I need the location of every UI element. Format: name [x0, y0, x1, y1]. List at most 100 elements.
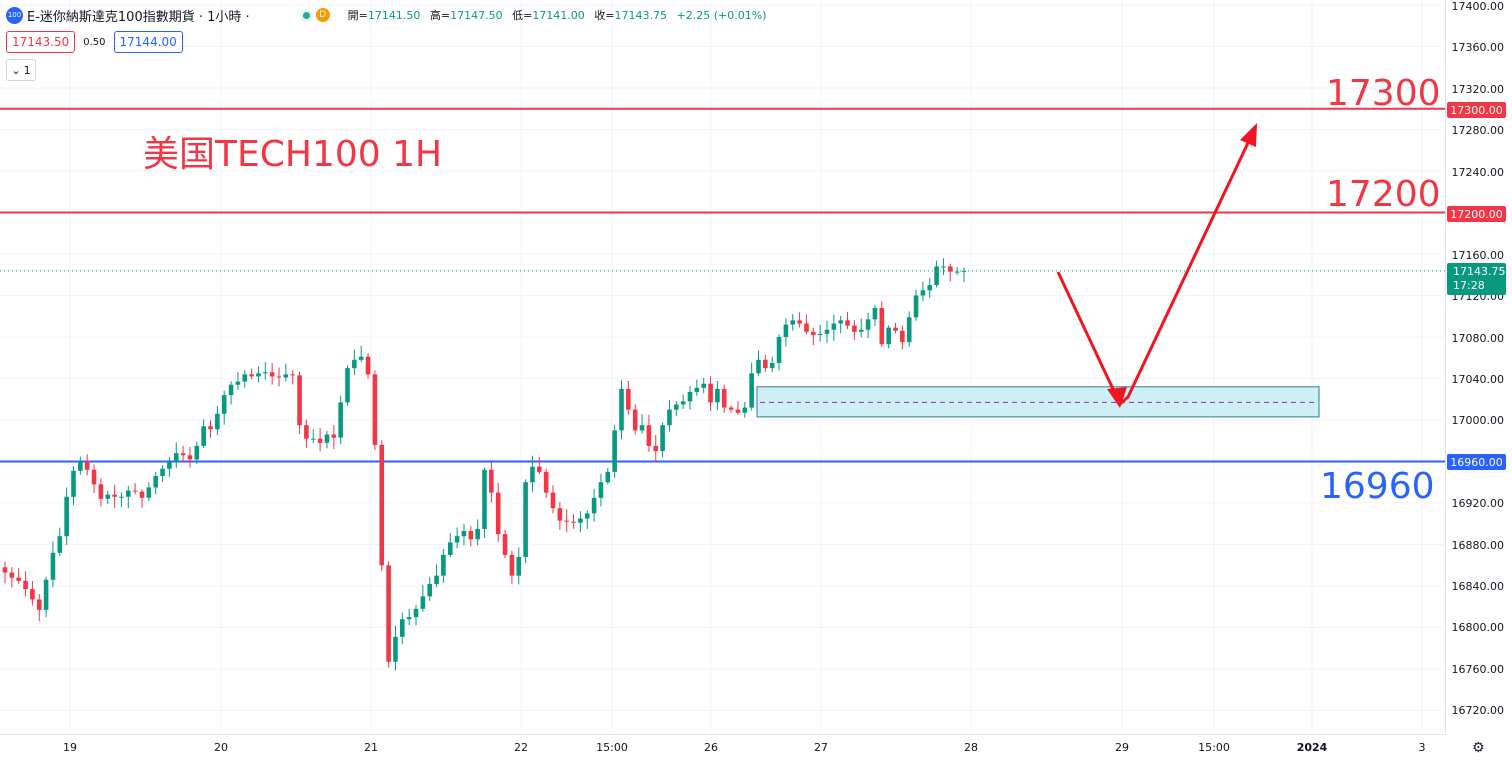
- candle-body: [221, 395, 227, 414]
- candle: [584, 510, 590, 530]
- candle: [694, 379, 700, 397]
- chart-grid: [0, 0, 1445, 734]
- candle: [763, 354, 768, 372]
- candle-body: [167, 462, 172, 469]
- x-tick: 28: [964, 741, 978, 754]
- candle-body: [475, 528, 480, 540]
- level-label-17300[interactable]: 17300: [1326, 73, 1441, 114]
- candle: [489, 462, 494, 503]
- arrowhead-down: [1107, 387, 1127, 408]
- indicators-collapse-button[interactable]: ⌄ 1: [6, 59, 36, 81]
- candle: [461, 523, 467, 546]
- candle-body: [413, 608, 419, 618]
- spread-value: 0.50: [83, 36, 106, 48]
- candle: [153, 471, 158, 495]
- y-tick: 16760.00: [1451, 663, 1505, 676]
- candle-body: [36, 599, 42, 610]
- candle-body: [667, 409, 672, 426]
- candle: [105, 490, 111, 505]
- candle: [564, 509, 569, 533]
- candle: [215, 405, 220, 435]
- symbol-legend[interactable]: 100 E-迷你納斯達克100指數期貨 · 1小時 · D 開=17141.50…: [6, 6, 766, 25]
- candle-body: [139, 491, 145, 498]
- price-tag-17200[interactable]: 17200.00: [1447, 206, 1506, 222]
- candle: [852, 320, 857, 340]
- candle: [386, 561, 391, 668]
- candle: [783, 318, 789, 347]
- candle-body: [578, 518, 583, 523]
- candle: [612, 424, 617, 478]
- candle-body: [900, 330, 905, 343]
- candle: [57, 527, 63, 556]
- candle-body: [776, 337, 782, 363]
- candle-body: [694, 387, 700, 392]
- level-label-17200[interactable]: 17200: [1326, 174, 1441, 215]
- candle: [126, 485, 131, 509]
- candle: [454, 527, 460, 549]
- candle-body: [331, 434, 337, 438]
- candle-body: [173, 453, 179, 463]
- candle-body: [605, 471, 611, 483]
- buy-button[interactable]: 17144.00: [113, 31, 183, 53]
- candle: [269, 362, 275, 385]
- high-value: 17147.50: [450, 9, 503, 22]
- gear-icon[interactable]: ⚙: [1472, 740, 1485, 756]
- market-status[interactable]: D: [299, 8, 330, 22]
- candle-body: [9, 572, 15, 578]
- y-tick: 17040.00: [1451, 373, 1505, 386]
- candle-body: [817, 333, 823, 335]
- candle-body: [619, 388, 624, 431]
- candle-body: [256, 373, 261, 377]
- candle: [701, 377, 706, 394]
- candle: [626, 380, 631, 415]
- x-tick: 20: [214, 741, 228, 754]
- candle: [427, 577, 432, 601]
- level-label-16960[interactable]: 16960: [1320, 466, 1435, 507]
- candle: [537, 456, 542, 475]
- x-tick: 21: [364, 741, 378, 754]
- candle: [934, 260, 939, 288]
- candle-body: [584, 513, 590, 519]
- candle-body: [71, 470, 76, 497]
- price-tag-16960[interactable]: 16960.00: [1447, 454, 1506, 470]
- candle: [639, 414, 645, 434]
- candle: [817, 324, 823, 342]
- candlestick-series: [2, 258, 967, 671]
- candle: [317, 427, 323, 452]
- candle-body: [215, 413, 220, 430]
- candle: [304, 419, 309, 448]
- candle: [338, 395, 343, 445]
- candle-body: [920, 290, 926, 296]
- y-tick: 16800.00: [1451, 621, 1505, 634]
- y-tick: 17240.00: [1451, 166, 1505, 179]
- candle: [43, 576, 49, 618]
- candle: [557, 502, 563, 530]
- candle-body: [386, 565, 391, 662]
- candle: [468, 526, 474, 547]
- candle-body: [23, 580, 28, 590]
- candle-body: [523, 482, 528, 557]
- candle: [742, 401, 748, 418]
- candle: [475, 519, 480, 546]
- candle-body: [112, 494, 117, 497]
- candle: [358, 345, 364, 363]
- sell-button[interactable]: 17143.50: [6, 31, 76, 53]
- candle-body: [954, 271, 960, 273]
- candle: [290, 370, 295, 385]
- current-price-tag[interactable]: 17143.75 17:28: [1447, 263, 1506, 295]
- candle: [283, 363, 289, 382]
- candle-body: [91, 469, 97, 485]
- candle: [23, 571, 28, 597]
- candle: [16, 568, 21, 584]
- symbol-title[interactable]: E-迷你納斯達克100指數期貨 · 1小時 ·: [27, 9, 250, 25]
- candle: [406, 608, 412, 626]
- candle: [194, 441, 200, 464]
- candle-body: [626, 388, 631, 410]
- candle-body: [249, 374, 254, 377]
- price-tag-17300[interactable]: 17300.00: [1447, 102, 1506, 118]
- chart-annotation-title[interactable]: 美国TECH100 1H: [143, 134, 443, 175]
- candle: [400, 612, 405, 644]
- candle: [352, 349, 357, 375]
- candle-body: [646, 425, 652, 446]
